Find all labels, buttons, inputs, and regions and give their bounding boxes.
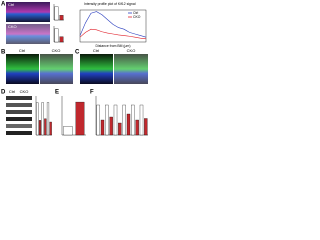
x-axis-label: Distance from BM (μm) [96, 44, 131, 48]
profile-line [79, 11, 147, 38]
bar [49, 121, 52, 136]
bar [113, 104, 118, 136]
bar [54, 6, 59, 21]
bar [139, 104, 144, 136]
bar [75, 101, 85, 136]
bar [105, 104, 109, 136]
panel-label: B [1, 50, 6, 56]
panel-label: F [90, 90, 94, 96]
bar [54, 28, 59, 43]
bar [96, 104, 100, 136]
bar [36, 102, 39, 136]
micrograph [6, 24, 50, 44]
image-label: Ctrl [8, 2, 14, 7]
legend-label: Ctrl [133, 11, 139, 15]
bar [46, 102, 50, 136]
column-label: Ctrl [93, 48, 99, 53]
panel-label: C [75, 50, 80, 56]
bar [44, 118, 47, 136]
panel-label: A [1, 2, 6, 8]
figure: A Ctrl CKO B Ctrl CKO C Ctrl CKO D Ctrl … [1, 2, 148, 136]
column-label: CKO [52, 48, 61, 53]
profile-line [79, 28, 147, 40]
panel-label: D [1, 90, 6, 96]
micrograph [6, 2, 50, 22]
bar [135, 119, 139, 136]
micrograph [40, 54, 73, 84]
micrograph [114, 54, 148, 84]
image-label: CKO [8, 24, 17, 29]
micrograph [6, 54, 39, 84]
bar [38, 120, 42, 136]
bar [126, 113, 131, 136]
bar [109, 116, 113, 136]
bar [131, 104, 135, 136]
column-label: Ctrl [19, 48, 25, 53]
column-label: Ctrl [9, 89, 15, 94]
bar [59, 36, 64, 43]
column-label: CKO [127, 48, 136, 53]
bar [118, 122, 122, 136]
plot-title: Intensity profile plot of Kif12 signal [84, 2, 136, 6]
bar [100, 119, 105, 136]
bar [63, 126, 73, 136]
legend-label: CKO [133, 15, 141, 19]
bar [41, 102, 44, 136]
bar [144, 118, 148, 136]
bar [122, 104, 126, 136]
western-blot [6, 96, 32, 135]
plot-frame [79, 9, 147, 43]
bar [59, 15, 64, 21]
panel-label: E [55, 90, 59, 96]
column-label: CKO [20, 89, 29, 94]
micrograph [80, 54, 113, 84]
